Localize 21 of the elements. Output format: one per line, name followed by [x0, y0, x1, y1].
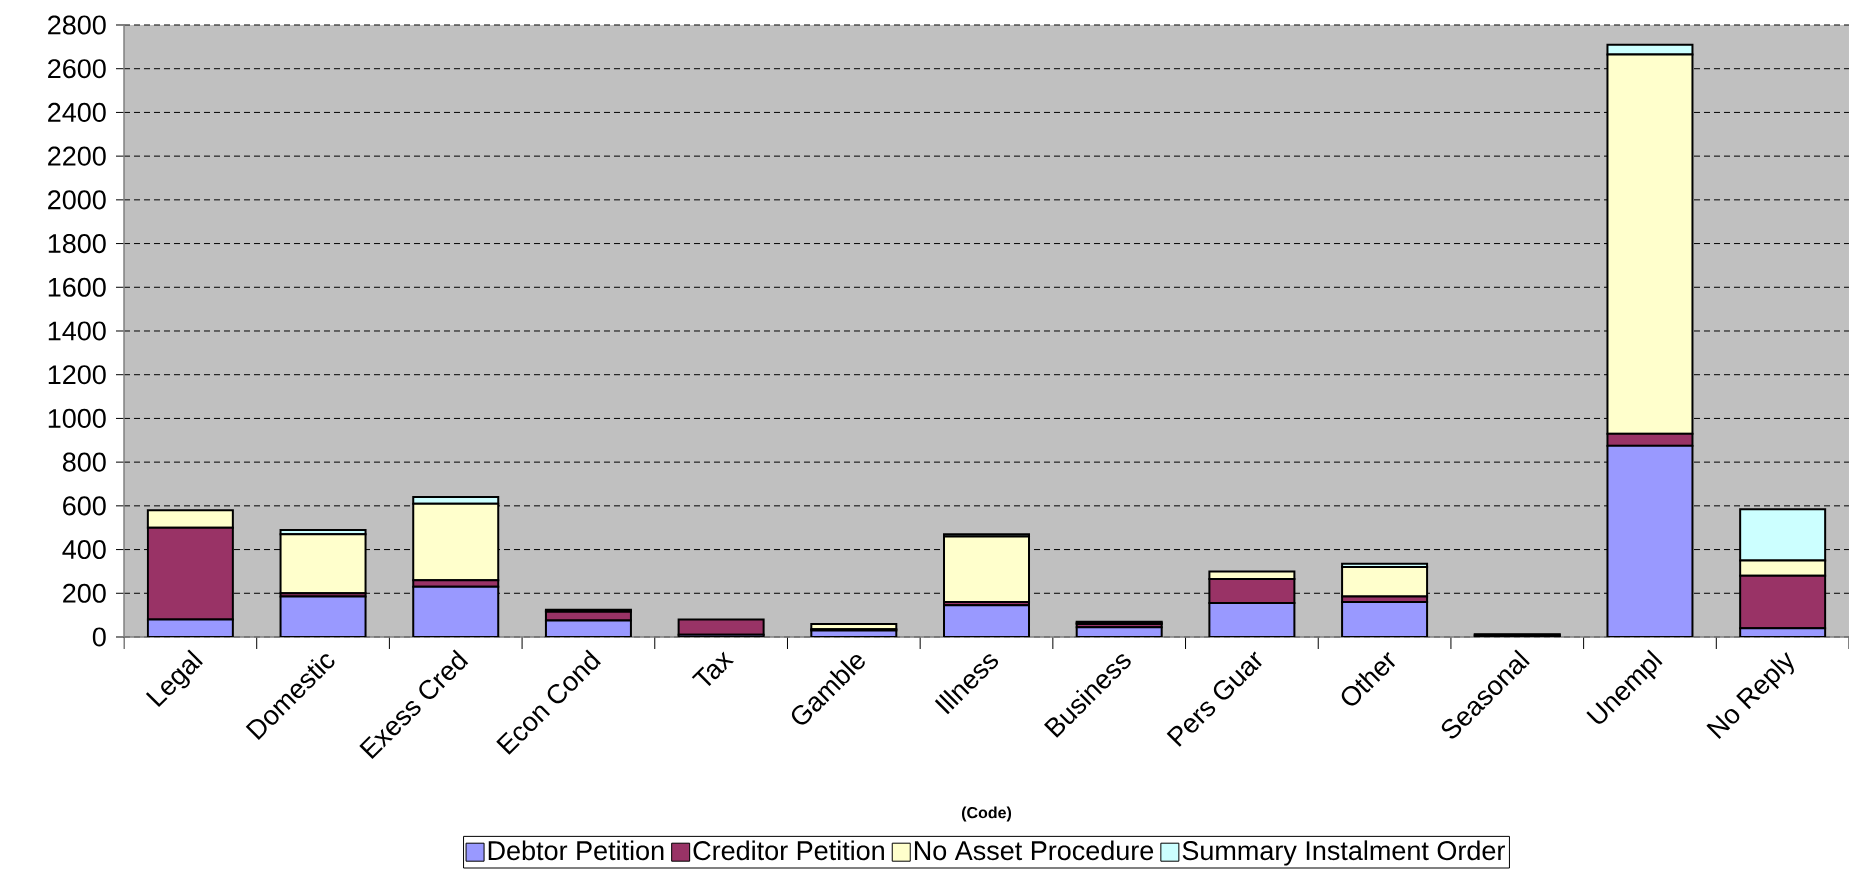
y-tick-label: 800 [62, 452, 106, 472]
legend-label: Debtor Petition [488, 840, 664, 861]
y-tick-label: 1600 [48, 277, 106, 297]
legend-label: Summary Instalment Order [1182, 840, 1505, 866]
legend-label: Creditor Petition [693, 840, 884, 861]
y-tick-label: 1200 [48, 365, 106, 385]
y-tick-label: 200 [63, 583, 106, 603]
x-tick-label: Tax [691, 651, 735, 687]
y-tick-label: 2600 [48, 59, 106, 79]
y-tick-label: 600 [63, 496, 106, 516]
y-tick-label: 2000 [48, 190, 106, 210]
y-tick-label: 1400 [48, 321, 106, 341]
y-tick-label: 1800 [48, 234, 106, 254]
y-tick-label: 0 [92, 627, 106, 647]
y-tick-label: 1000 [48, 408, 106, 428]
y-tick-label: 2400 [48, 102, 106, 122]
y-tick-label: 400 [62, 540, 106, 560]
legend-label: No Asset Procedure [914, 840, 1154, 861]
x-axis-title: (Code) [961, 806, 1012, 822]
y-tick-label: 2200 [48, 146, 106, 166]
y-tick-label: 2800 [48, 15, 106, 35]
